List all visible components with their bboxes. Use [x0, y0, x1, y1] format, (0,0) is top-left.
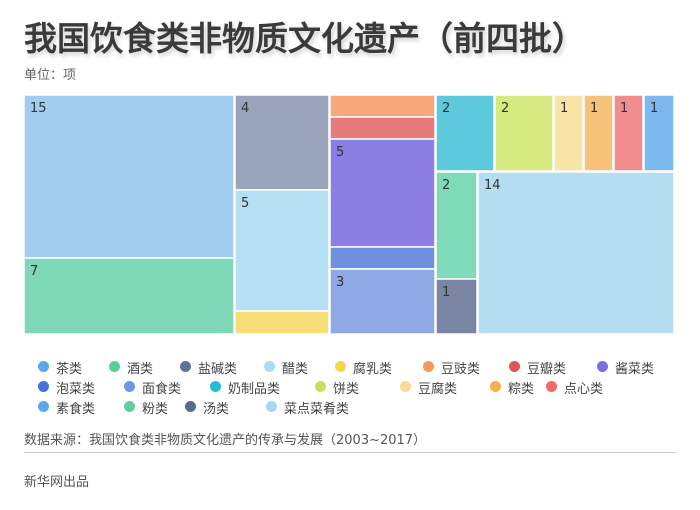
legend-label: 菜点菜肴类: [284, 402, 350, 417]
divider: [24, 452, 676, 453]
legend-swatch: [124, 401, 135, 412]
treemap-value-label-11: 2: [442, 101, 450, 116]
legend-label: 泡菜类: [56, 382, 96, 397]
treemap-cell-4: [234, 189, 330, 312]
treemap-value-label-19: 14: [484, 178, 501, 193]
legend-label: 腐乳类: [353, 362, 393, 377]
treemap-cell-15: [613, 95, 644, 172]
treemap-cell-10: [329, 268, 436, 335]
legend-label: 汤类: [203, 402, 230, 417]
legend-label: 素食类: [56, 402, 96, 417]
treemap-value-label-18: 1: [442, 285, 450, 300]
treemap-chart: 15 7 4 5 5 3 2 2 1 1 1 1 2 1 14: [24, 95, 675, 335]
treemap-cell-13: [553, 95, 584, 172]
treemap-value-label-1: 15: [30, 101, 47, 116]
legend-swatch: [38, 401, 49, 412]
legend-swatch: [423, 361, 434, 372]
treemap-value-label-4: 5: [241, 196, 249, 211]
unit-label: 单位：项: [24, 68, 77, 83]
treemap-cell-8: [329, 138, 436, 248]
legend-label: 豆瓣类: [527, 362, 567, 377]
legend-swatch: [38, 361, 49, 372]
legend-swatch: [509, 361, 520, 372]
legend-swatch: [109, 361, 120, 372]
legend-swatch: [315, 381, 326, 392]
legend-label: 面食类: [142, 382, 182, 397]
treemap-cell-18: [435, 278, 478, 335]
legend-label: 酒类: [127, 362, 154, 377]
treemap-value-label-16: 1: [650, 101, 658, 116]
treemap-value-label-2: 7: [30, 264, 38, 279]
legend-label: 盐碱类: [198, 362, 238, 377]
chart-title: 我国饮食类非物质文化遗产（前四批）: [24, 19, 585, 58]
legend-swatch: [210, 381, 221, 392]
treemap-cell-1: [24, 95, 235, 259]
treemap-value-label-12: 2: [501, 101, 509, 116]
legend-swatch: [335, 361, 346, 372]
treemap-cell-17: [435, 171, 478, 280]
legend-label: 豆豉类: [441, 362, 481, 377]
treemap-value-label-8: 5: [336, 145, 344, 160]
legend-label: 饼类: [333, 382, 360, 397]
treemap-cell-9: [329, 246, 436, 270]
legend-swatch: [490, 381, 501, 392]
treemap-cell-7: [329, 116, 436, 140]
treemap-value-label-13: 1: [560, 101, 568, 116]
treemap-value-label-3: 4: [241, 101, 249, 116]
legend-swatch: [400, 381, 411, 392]
legend-swatch: [266, 401, 277, 412]
legend-swatch: [546, 381, 557, 392]
treemap-cell-11: [435, 95, 495, 172]
treemap-cell-16: [643, 95, 675, 172]
treemap-cell-2: [24, 257, 235, 335]
legend-swatch: [124, 381, 135, 392]
legend-label: 豆腐类: [418, 382, 458, 397]
legend-label: 点心类: [564, 382, 604, 397]
treemap-cell-3: [234, 95, 330, 191]
legend-label: 粉类: [142, 402, 169, 417]
treemap-value-label-10: 3: [336, 275, 344, 290]
legend-label: 酱菜类: [615, 362, 655, 377]
treemap-cell-14: [583, 95, 614, 172]
legend-swatch: [180, 361, 191, 372]
data-source: 数据来源：我国饮食类非物质文化遗产的传承与发展（2003~2017）: [24, 433, 427, 448]
treemap-cell-12: [494, 95, 554, 172]
legend-label: 粽类: [508, 382, 535, 397]
legend-label: 醋类: [282, 362, 309, 377]
treemap-cell-6: [329, 95, 436, 118]
legend-label: 奶制品类: [228, 382, 281, 397]
treemap-value-label-14: 1: [590, 101, 598, 116]
treemap-value-label-15: 1: [620, 101, 628, 116]
legend-swatch: [597, 361, 608, 372]
credit: 新华网出品: [24, 475, 90, 490]
treemap-value-label-17: 2: [442, 178, 450, 193]
legend-swatch: [38, 381, 49, 392]
legend-label: 茶类: [56, 362, 83, 377]
treemap-cell-19: [477, 171, 675, 335]
treemap-cell-5: [234, 310, 330, 335]
legend-swatch: [264, 361, 275, 372]
legend-swatch: [185, 401, 196, 412]
